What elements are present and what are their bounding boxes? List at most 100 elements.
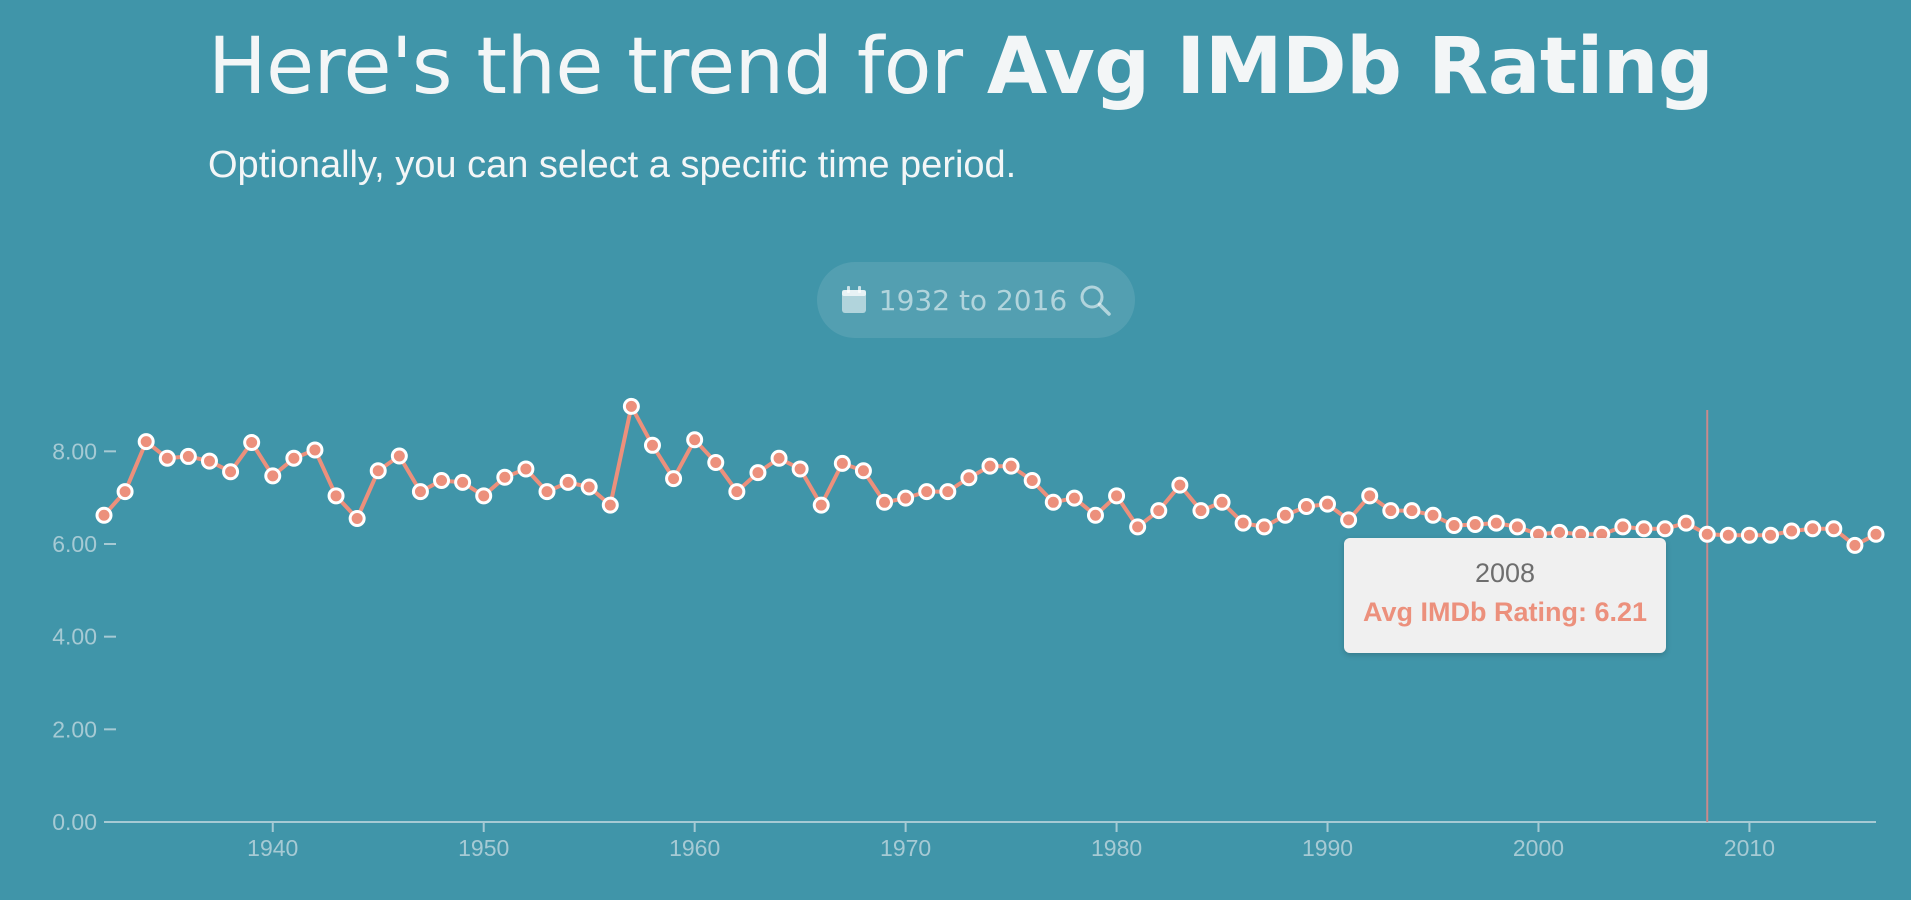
data-point[interactable] (1677, 514, 1695, 532)
data-point[interactable] (1044, 493, 1062, 511)
data-point[interactable] (791, 460, 809, 478)
data-point[interactable] (454, 473, 472, 491)
data-point[interactable] (1424, 506, 1442, 524)
data-point[interactable] (1002, 457, 1020, 475)
page-title: Here's the trend for Avg IMDb Rating (208, 22, 1714, 112)
data-point[interactable] (327, 487, 345, 505)
x-tick-label: 1980 (1091, 835, 1142, 861)
data-point[interactable] (1698, 525, 1716, 543)
data-point[interactable] (1846, 536, 1864, 554)
data-point[interactable] (1382, 502, 1400, 520)
data-point[interactable] (158, 449, 176, 467)
data-point[interactable] (475, 487, 493, 505)
data-point[interactable] (348, 510, 366, 528)
data-point[interactable] (1213, 493, 1231, 511)
data-point[interactable] (306, 441, 324, 459)
data-point[interactable] (1656, 520, 1674, 538)
data-point[interactable] (1234, 514, 1252, 532)
y-tick-label: 0.00 (52, 809, 97, 835)
data-point[interactable] (1403, 502, 1421, 520)
data-point[interactable] (981, 457, 999, 475)
data-point[interactable] (749, 464, 767, 482)
title-prefix: Here's the trend for (208, 22, 963, 112)
data-point[interactable] (1150, 502, 1168, 520)
search-icon[interactable] (1079, 284, 1111, 316)
data-point[interactable] (1445, 516, 1463, 534)
data-point[interactable] (1614, 518, 1632, 536)
data-point[interactable] (1740, 526, 1758, 544)
y-tick-label: 6.00 (52, 531, 97, 557)
data-point[interactable] (1129, 518, 1147, 536)
data-point[interactable] (411, 483, 429, 501)
x-tick-label: 1970 (880, 835, 931, 861)
data-point[interactable] (95, 506, 113, 524)
data-point[interactable] (770, 449, 788, 467)
data-point[interactable] (833, 454, 851, 472)
data-point[interactable] (390, 447, 408, 465)
data-point[interactable] (1466, 516, 1484, 534)
data-point[interactable] (1825, 520, 1843, 538)
data-point[interactable] (728, 483, 746, 501)
data-point[interactable] (622, 397, 640, 415)
data-point[interactable] (1319, 495, 1337, 513)
data-point[interactable] (960, 469, 978, 487)
x-tick-label: 1960 (669, 835, 720, 861)
data-point[interactable] (1276, 506, 1294, 524)
data-point[interactable] (707, 453, 725, 471)
data-point[interactable] (1255, 518, 1273, 536)
data-point[interactable] (1023, 472, 1041, 490)
data-point[interactable] (876, 493, 894, 511)
data-point[interactable] (285, 449, 303, 467)
date-range-picker[interactable]: 1932 to 2016 (817, 262, 1135, 338)
chart-axes: 0.00 2.00 4.00 6.00 8.00 1940 1950 1960 1970 1980… (52, 438, 1876, 861)
data-point[interactable] (1762, 526, 1780, 544)
data-point[interactable] (264, 467, 282, 485)
data-point[interactable] (369, 462, 387, 480)
data-point[interactable] (137, 433, 155, 451)
data-point[interactable] (601, 496, 619, 514)
data-point[interactable] (897, 489, 915, 507)
data-point[interactable] (1783, 522, 1801, 540)
data-point[interactable] (1065, 489, 1083, 507)
data-point[interactable] (1297, 497, 1315, 515)
x-tick-label: 1990 (1302, 835, 1353, 861)
data-point[interactable] (1171, 476, 1189, 494)
data-point[interactable] (200, 452, 218, 470)
y-tick-label: 4.00 (52, 624, 97, 650)
data-point[interactable] (1635, 520, 1653, 538)
data-point[interactable] (580, 478, 598, 496)
data-point[interactable] (179, 447, 197, 465)
data-point[interactable] (1719, 526, 1737, 544)
data-point[interactable] (918, 483, 936, 501)
data-point[interactable] (686, 431, 704, 449)
data-point[interactable] (243, 434, 261, 452)
data-point[interactable] (643, 436, 661, 454)
calendar-icon (841, 286, 866, 313)
x-tick-label: 1940 (247, 835, 298, 861)
data-point[interactable] (812, 496, 830, 514)
data-point[interactable] (1361, 487, 1379, 505)
data-point[interactable] (1192, 502, 1210, 520)
data-point[interactable] (538, 483, 556, 501)
data-point[interactable] (1340, 511, 1358, 529)
data-point[interactable] (433, 472, 451, 490)
data-point[interactable] (559, 473, 577, 491)
x-tick-label: 2000 (1513, 835, 1564, 861)
data-point[interactable] (1487, 514, 1505, 532)
page-subtitle: Optionally, you can select a specific ti… (208, 144, 1017, 186)
data-point[interactable] (1086, 506, 1104, 524)
chart-marks (95, 397, 1885, 554)
data-point[interactable] (665, 470, 683, 488)
data-point[interactable] (939, 483, 957, 501)
data-point[interactable] (517, 460, 535, 478)
data-point[interactable] (1867, 525, 1885, 543)
data-point[interactable] (116, 483, 134, 501)
data-point[interactable] (1108, 487, 1126, 505)
data-point[interactable] (496, 468, 514, 486)
data-point[interactable] (1508, 518, 1526, 536)
data-point[interactable] (222, 463, 240, 481)
data-point[interactable] (1804, 520, 1822, 538)
data-point[interactable] (854, 462, 872, 480)
series-line (102, 404, 1877, 548)
